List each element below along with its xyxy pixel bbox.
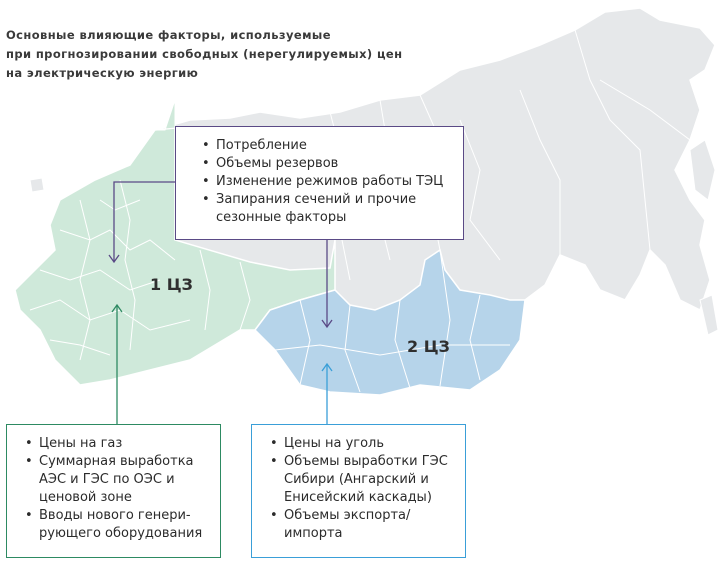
title-line-2: при прогнозировании свободных (нерегулир… xyxy=(6,47,403,61)
zone-2-region-borders xyxy=(274,249,510,393)
kamchatka-region xyxy=(689,139,716,201)
map-title: Основные влияющие факторы, используемые … xyxy=(6,26,446,83)
factor-item: Суммарная выработка АЭС и ГЭС по ОЭС и ц… xyxy=(23,453,214,507)
factor-item: Вводы нового генери-рующего оборудования xyxy=(23,507,214,543)
factor-item: Цены на газ xyxy=(23,435,214,453)
left-box-arrow xyxy=(111,303,123,424)
factor-item: Цены на уголь xyxy=(268,435,459,453)
top-box-arrow-right xyxy=(321,240,333,329)
factor-item: Запирания сечений и прочие сезонные факт… xyxy=(200,191,453,227)
right-box-arrow xyxy=(321,362,333,424)
zone-2-factors-box: Цены на уголь Объемы выработки ГЭС Сибир… xyxy=(251,424,466,558)
sakhalin-region xyxy=(699,294,719,336)
zone-2-label: 2 ЦЗ xyxy=(407,337,450,356)
title-line-1: Основные влияющие факторы, используемые xyxy=(6,28,331,42)
kaliningrad-region xyxy=(29,177,45,193)
price-zone-1-north xyxy=(154,99,176,131)
zone-1-label: 1 ЦЗ xyxy=(150,275,193,294)
title-line-3: на электрическую энергию xyxy=(6,66,199,80)
factor-item: Объемы экспорта/импорта xyxy=(268,507,459,543)
consumption-factors-box: Потребление Объемы резервов Изменение ре… xyxy=(175,126,464,240)
zone-1-factors-box: Цены на газ Суммарная выработка АЭС и ГЭ… xyxy=(6,424,221,558)
price-zone-2 xyxy=(254,248,526,396)
factor-item: Объемы резервов xyxy=(200,155,453,173)
factor-item: Объемы выработки ГЭС Сибири (Ангарский и… xyxy=(268,453,459,507)
top-box-arrow-left xyxy=(108,181,175,264)
factor-item: Потребление xyxy=(200,137,453,155)
factor-item: Изменение режимов работы ТЭЦ xyxy=(200,173,453,191)
zone-1-region-borders xyxy=(29,179,251,361)
